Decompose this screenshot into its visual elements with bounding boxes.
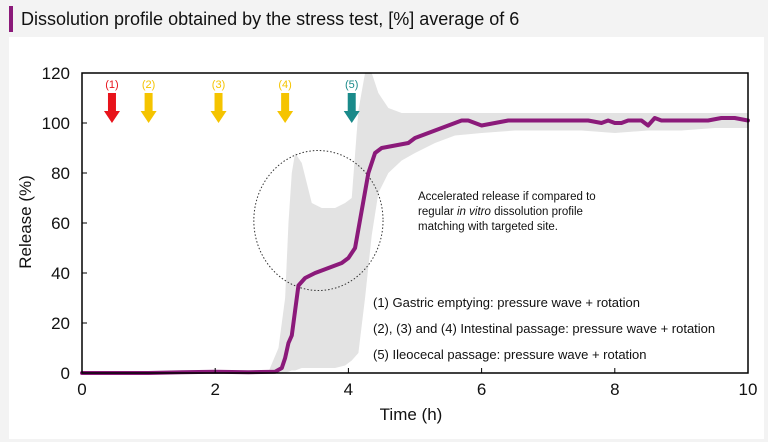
legend-note-3: (5) Ileocecal passage: pressure wave + r… [373,347,647,362]
x-tick-label: 8 [610,380,619,399]
down-arrow-icon [140,93,157,123]
x-tick-label: 4 [344,380,353,399]
event-arrow-4: (4) [277,79,294,123]
event-arrow-5: (5) [343,79,360,123]
event-arrow-2: (2) [140,79,157,123]
event-arrow-label: (4) [278,79,291,91]
legend-note-1: (1) Gastric emptying: pressure wave + ro… [373,295,640,310]
down-arrow-icon [103,93,120,123]
y-tick-label: 60 [51,214,70,233]
down-arrow-icon [277,93,294,123]
event-arrow-label: (1) [105,79,118,91]
range-band [82,73,748,373]
chart-title: Dissolution profile obtained by the stre… [9,6,519,32]
series-line-0 [80,116,750,375]
event-arrow-3: (3) [210,79,227,123]
x-tick-label: 10 [739,380,758,399]
y-axis-label: Release (%) [16,175,35,269]
down-arrow-icon [343,93,360,123]
y-tick-label: 120 [42,64,70,83]
y-tick-label: 100 [42,114,70,133]
event-arrow-1: (1) [103,79,120,123]
legend-note-2: (2), (3) and (4) Intestinal passage: pre… [373,321,715,336]
x-tick-label: 6 [477,380,486,399]
event-arrow-label: (2) [142,79,155,91]
down-arrow-icon [210,93,227,123]
annotation-text: Accelerated release if compared to regula… [418,191,596,233]
x-axis-label: Time (h) [380,405,443,424]
y-tick-label: 80 [51,164,70,183]
event-arrow-label: (5) [345,79,358,91]
y-tick-label: 40 [51,264,70,283]
event-arrow-label: (3) [212,79,225,91]
x-tick-label: 2 [210,380,219,399]
highlight-circle [253,150,384,291]
x-tick-label: 0 [77,380,86,399]
y-tick-label: 0 [61,364,70,383]
y-tick-label: 20 [51,314,70,333]
